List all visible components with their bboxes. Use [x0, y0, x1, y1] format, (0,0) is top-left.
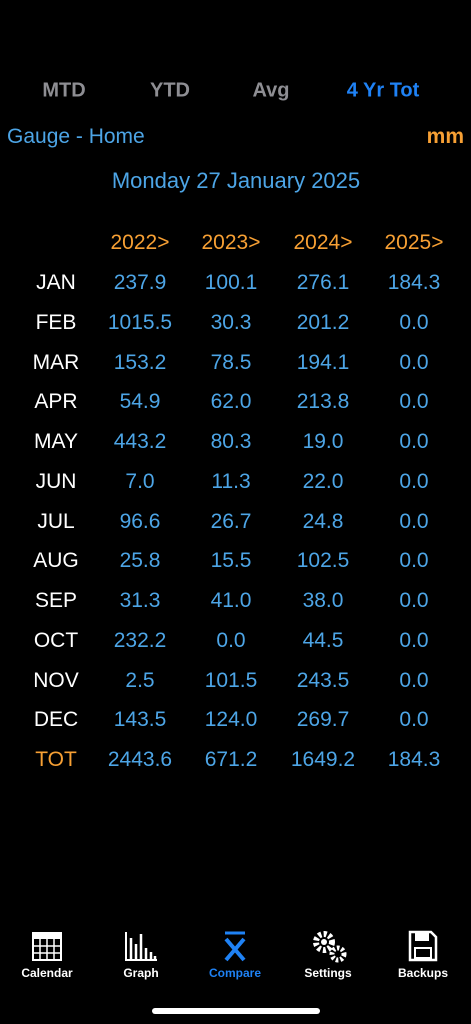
column-header: 2025> [384, 231, 444, 254]
cell-value: 443.2 [113, 430, 167, 453]
cell-value: 153.2 [113, 350, 167, 374]
month-label: FEB [35, 310, 77, 334]
month-label: APR [34, 390, 78, 414]
month-label: MAR [32, 350, 80, 374]
month-label: JUN [35, 469, 77, 493]
unit[interactable]: mm [426, 125, 464, 148]
cell-value: 269.7 [296, 708, 350, 732]
cell-value: 184.3 [387, 271, 441, 294]
cell-value: 30.3 [210, 310, 252, 334]
month-label: MAY [34, 430, 78, 453]
cell-value: 0.0 [399, 310, 429, 334]
cell-value: 0.0 [399, 390, 429, 414]
nav-label[interactable]: Backups [397, 966, 449, 980]
nav-label[interactable]: Compare [208, 966, 262, 980]
cell-value: 11.3 [211, 469, 251, 493]
cell-value: 194.1 [296, 350, 350, 374]
cell-value: 0.0 [399, 668, 429, 692]
cell-value: 7.0 [125, 469, 155, 493]
cell-value: 124.0 [204, 708, 258, 732]
cell-value: 0.0 [399, 708, 429, 732]
month-label: JUL [37, 509, 75, 533]
cell-value: 25.8 [119, 549, 161, 573]
settings-icon[interactable] [312, 930, 348, 964]
nav-label[interactable]: Graph [123, 966, 159, 980]
cell-value: 1015.5 [107, 310, 173, 334]
calendar-icon[interactable] [32, 930, 62, 962]
cell-value: 54.9 [119, 390, 161, 414]
column-header: 2024> [293, 231, 353, 254]
cell-value: 24.8 [302, 509, 344, 533]
cell-value: 41.0 [210, 589, 252, 612]
date: Monday 27 January 2025 [111, 168, 361, 193]
cell-value: 101.5 [204, 668, 258, 692]
column-header: 2022> [110, 231, 170, 254]
cell-value: 0.0 [399, 628, 429, 652]
cell-value: 143.5 [113, 708, 167, 732]
graph-icon[interactable] [124, 930, 158, 962]
column-header: 2023> [201, 231, 261, 254]
tab[interactable]: YTD [150, 79, 190, 102]
home-indicator [152, 1008, 320, 1014]
cell-value: 2.5 [125, 668, 155, 692]
cell-value: 0.0 [399, 549, 429, 573]
tab[interactable]: MTD [42, 79, 86, 102]
cell-value: 78.5 [210, 350, 252, 374]
cell-value: 0.0 [399, 589, 429, 612]
cell-value: 26.7 [210, 509, 252, 533]
cell-value: 96.6 [119, 509, 161, 533]
backups-icon[interactable] [408, 930, 438, 962]
cell-value: 31.3 [119, 589, 161, 612]
cell-value: 15.5 [210, 549, 252, 573]
total-label: TOT [35, 748, 77, 771]
cell-value: 44.5 [302, 628, 344, 652]
cell-value: 276.1 [296, 271, 350, 294]
cell-value: 237.9 [113, 271, 167, 294]
cell-value: 22.0 [302, 469, 344, 493]
cell-value: 243.5 [296, 668, 350, 692]
month-label: AUG [33, 549, 79, 573]
total-value: 2443.6 [107, 748, 173, 771]
compare-icon[interactable] [222, 930, 248, 962]
cell-value: 213.8 [296, 390, 350, 414]
nav-label[interactable]: Calendar [21, 966, 73, 980]
cell-value: 62.0 [210, 390, 252, 414]
cell-value: 0.0 [399, 430, 429, 453]
cell-value: 102.5 [296, 549, 350, 573]
total-value: 1649.2 [290, 748, 356, 771]
gauge-name[interactable]: Gauge - Home [7, 125, 145, 148]
cell-value: 0.0 [399, 469, 429, 493]
cell-value: 201.2 [296, 310, 350, 334]
cell-value: 38.0 [302, 589, 344, 612]
cell-value: 100.1 [204, 271, 258, 294]
nav-label[interactable]: Settings [304, 966, 352, 980]
cell-value: 0.0 [399, 509, 429, 533]
tab[interactable]: Avg [252, 79, 290, 102]
tab[interactable]: 4 Yr Tot [346, 79, 420, 102]
total-value: 671.2 [204, 748, 258, 771]
total-value: 184.3 [387, 748, 441, 771]
month-label: DEC [33, 708, 79, 732]
month-label: OCT [33, 628, 79, 652]
cell-value: 0.0 [399, 350, 429, 374]
cell-value: 232.2 [113, 628, 167, 652]
month-label: SEP [34, 589, 78, 612]
cell-value: 0.0 [216, 628, 246, 652]
month-label: JAN [36, 271, 76, 294]
cell-value: 19.0 [302, 430, 344, 453]
month-label: NOV [33, 668, 79, 692]
cell-value: 80.3 [210, 430, 252, 453]
